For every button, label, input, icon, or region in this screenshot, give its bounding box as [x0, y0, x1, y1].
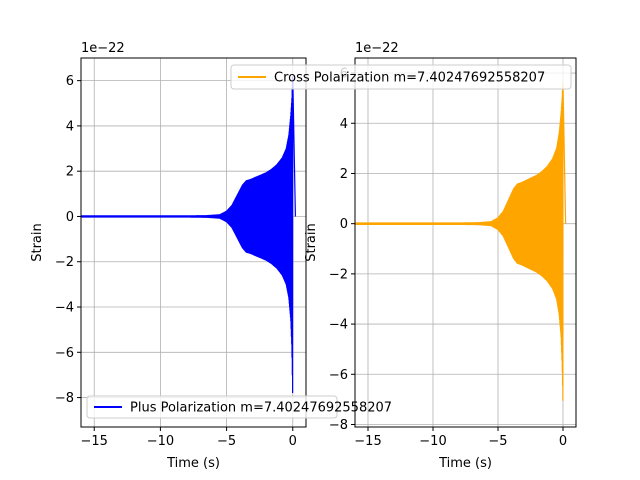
legend-box	[86, 395, 338, 419]
legend[interactable]: Cross Polarization m=7.40247692558207	[230, 64, 572, 90]
legend-label-plus: Plus Polarization m=7.40247692558207	[130, 401, 392, 416]
x-axis-ticks: −15 −10 −5 0	[354, 427, 567, 449]
x-axis-ticks: −15 −10 −5 0	[81, 427, 297, 449]
x-tick-label: −5	[488, 434, 507, 449]
y-tick-label: 0	[340, 217, 348, 232]
y-tick-label: −8	[55, 391, 74, 406]
y-tick-label: 6	[66, 74, 74, 89]
y-tick-label: −4	[55, 301, 74, 316]
series-line-0	[355, 83, 567, 401]
y-tick-label: −6	[329, 368, 348, 383]
x-axis-label: Time (s)	[438, 456, 492, 471]
y-tick-label: −2	[55, 255, 74, 270]
y-tick-label: 2	[66, 165, 74, 180]
y-axis-label: Strain	[30, 223, 45, 262]
y-tick-label: −6	[55, 346, 74, 361]
x-tick-label: −5	[217, 434, 236, 449]
y-tick-label: 4	[66, 119, 74, 134]
legend-label-cross: Cross Polarization m=7.40247692558207	[274, 71, 545, 86]
x-tick-label: −10	[147, 434, 174, 449]
legend[interactable]: Plus Polarization m=7.40247692558207	[86, 395, 392, 419]
plot-area	[81, 76, 297, 394]
y-axis-offset-text: 1e−22	[81, 41, 125, 56]
series-line-0	[81, 76, 297, 394]
x-tick-label: 0	[289, 434, 297, 449]
x-tick-label: −15	[81, 434, 108, 449]
y-axis-label: Strain	[304, 223, 319, 262]
y-tick-label: −8	[329, 418, 348, 433]
x-axis-label: Time (s)	[166, 456, 220, 471]
plot-area	[355, 83, 567, 401]
y-tick-label: 2	[340, 167, 348, 182]
legend-box	[230, 64, 572, 90]
y-tick-label: −4	[329, 318, 348, 333]
axes-frame	[354, 57, 577, 428]
y-tick-label: 4	[340, 117, 348, 132]
plus-polarization-panel: −15 −10 −5 0 −8 −6 −4 −2 0 2 4 6 Time (s) Strain 1…	[30, 41, 392, 471]
axes-frame	[80, 57, 307, 428]
y-tick-label: −2	[329, 267, 348, 282]
y-tick-label: 0	[66, 210, 74, 225]
y-axis-offset-text: 1e−22	[355, 41, 399, 56]
x-tick-label: −10	[419, 434, 446, 449]
y-axis-ticks: −8 −6 −4 −2 0 2 4 6	[55, 74, 81, 406]
x-tick-label: 0	[559, 434, 567, 449]
x-tick-label: −15	[354, 434, 381, 449]
